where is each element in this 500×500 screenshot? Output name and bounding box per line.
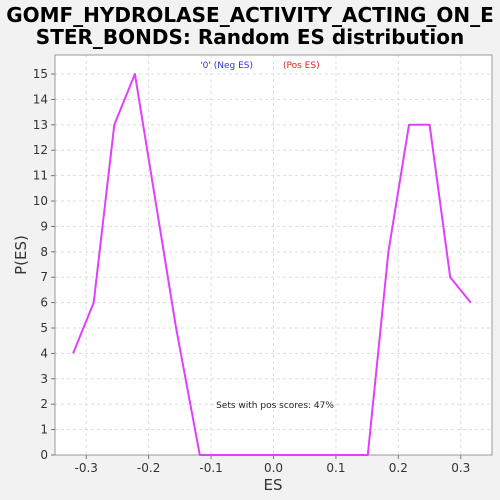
legend-pos-label: (Pos ES) [283, 61, 320, 71]
y-tick-label: 10 [33, 194, 48, 208]
x-axis-label: ES [264, 476, 283, 494]
x-tick-label: 0.3 [451, 461, 470, 475]
x-tick-label: -0.1 [199, 461, 222, 475]
y-tick-label: 7 [40, 270, 48, 284]
y-tick-label: 4 [40, 346, 48, 360]
legend-neg-label: '0' (Neg ES) [200, 61, 253, 71]
y-tick-label: 12 [33, 143, 48, 157]
y-tick-label: 5 [40, 321, 48, 335]
y-tick-label: 6 [40, 296, 48, 310]
y-axis-label: P(ES) [12, 235, 30, 275]
x-tick-label: -0.3 [75, 461, 98, 475]
x-tick-label: 0.2 [389, 461, 408, 475]
x-axis-ticks: -0.3 -0.2 -0.1 0.0 0.1 0.2 0.3 [75, 455, 471, 475]
y-tick-label: 1 [40, 423, 48, 437]
y-tick-label: 8 [40, 245, 48, 259]
y-tick-label: 11 [33, 169, 48, 183]
x-tick-label: -0.2 [137, 461, 160, 475]
y-tick-label: 3 [40, 372, 48, 386]
x-tick-label: 0.0 [264, 461, 283, 475]
y-tick-label: 15 [33, 67, 48, 81]
chart-title-line1: GOMF_HYDROLASE_ACTIVITY_ACTING_ON_E [6, 3, 494, 27]
y-tick-label: 2 [40, 397, 48, 411]
y-tick-label: 13 [33, 118, 48, 132]
pos-scores-annotation: Sets with pos scores: 47% [216, 401, 334, 411]
y-tick-label: 0 [40, 448, 48, 462]
y-tick-label: 14 [33, 92, 48, 106]
chart-title-line2: STER_BONDS: Random ES distribution [36, 25, 464, 49]
x-tick-label: 0.1 [326, 461, 345, 475]
y-tick-label: 9 [40, 219, 48, 233]
